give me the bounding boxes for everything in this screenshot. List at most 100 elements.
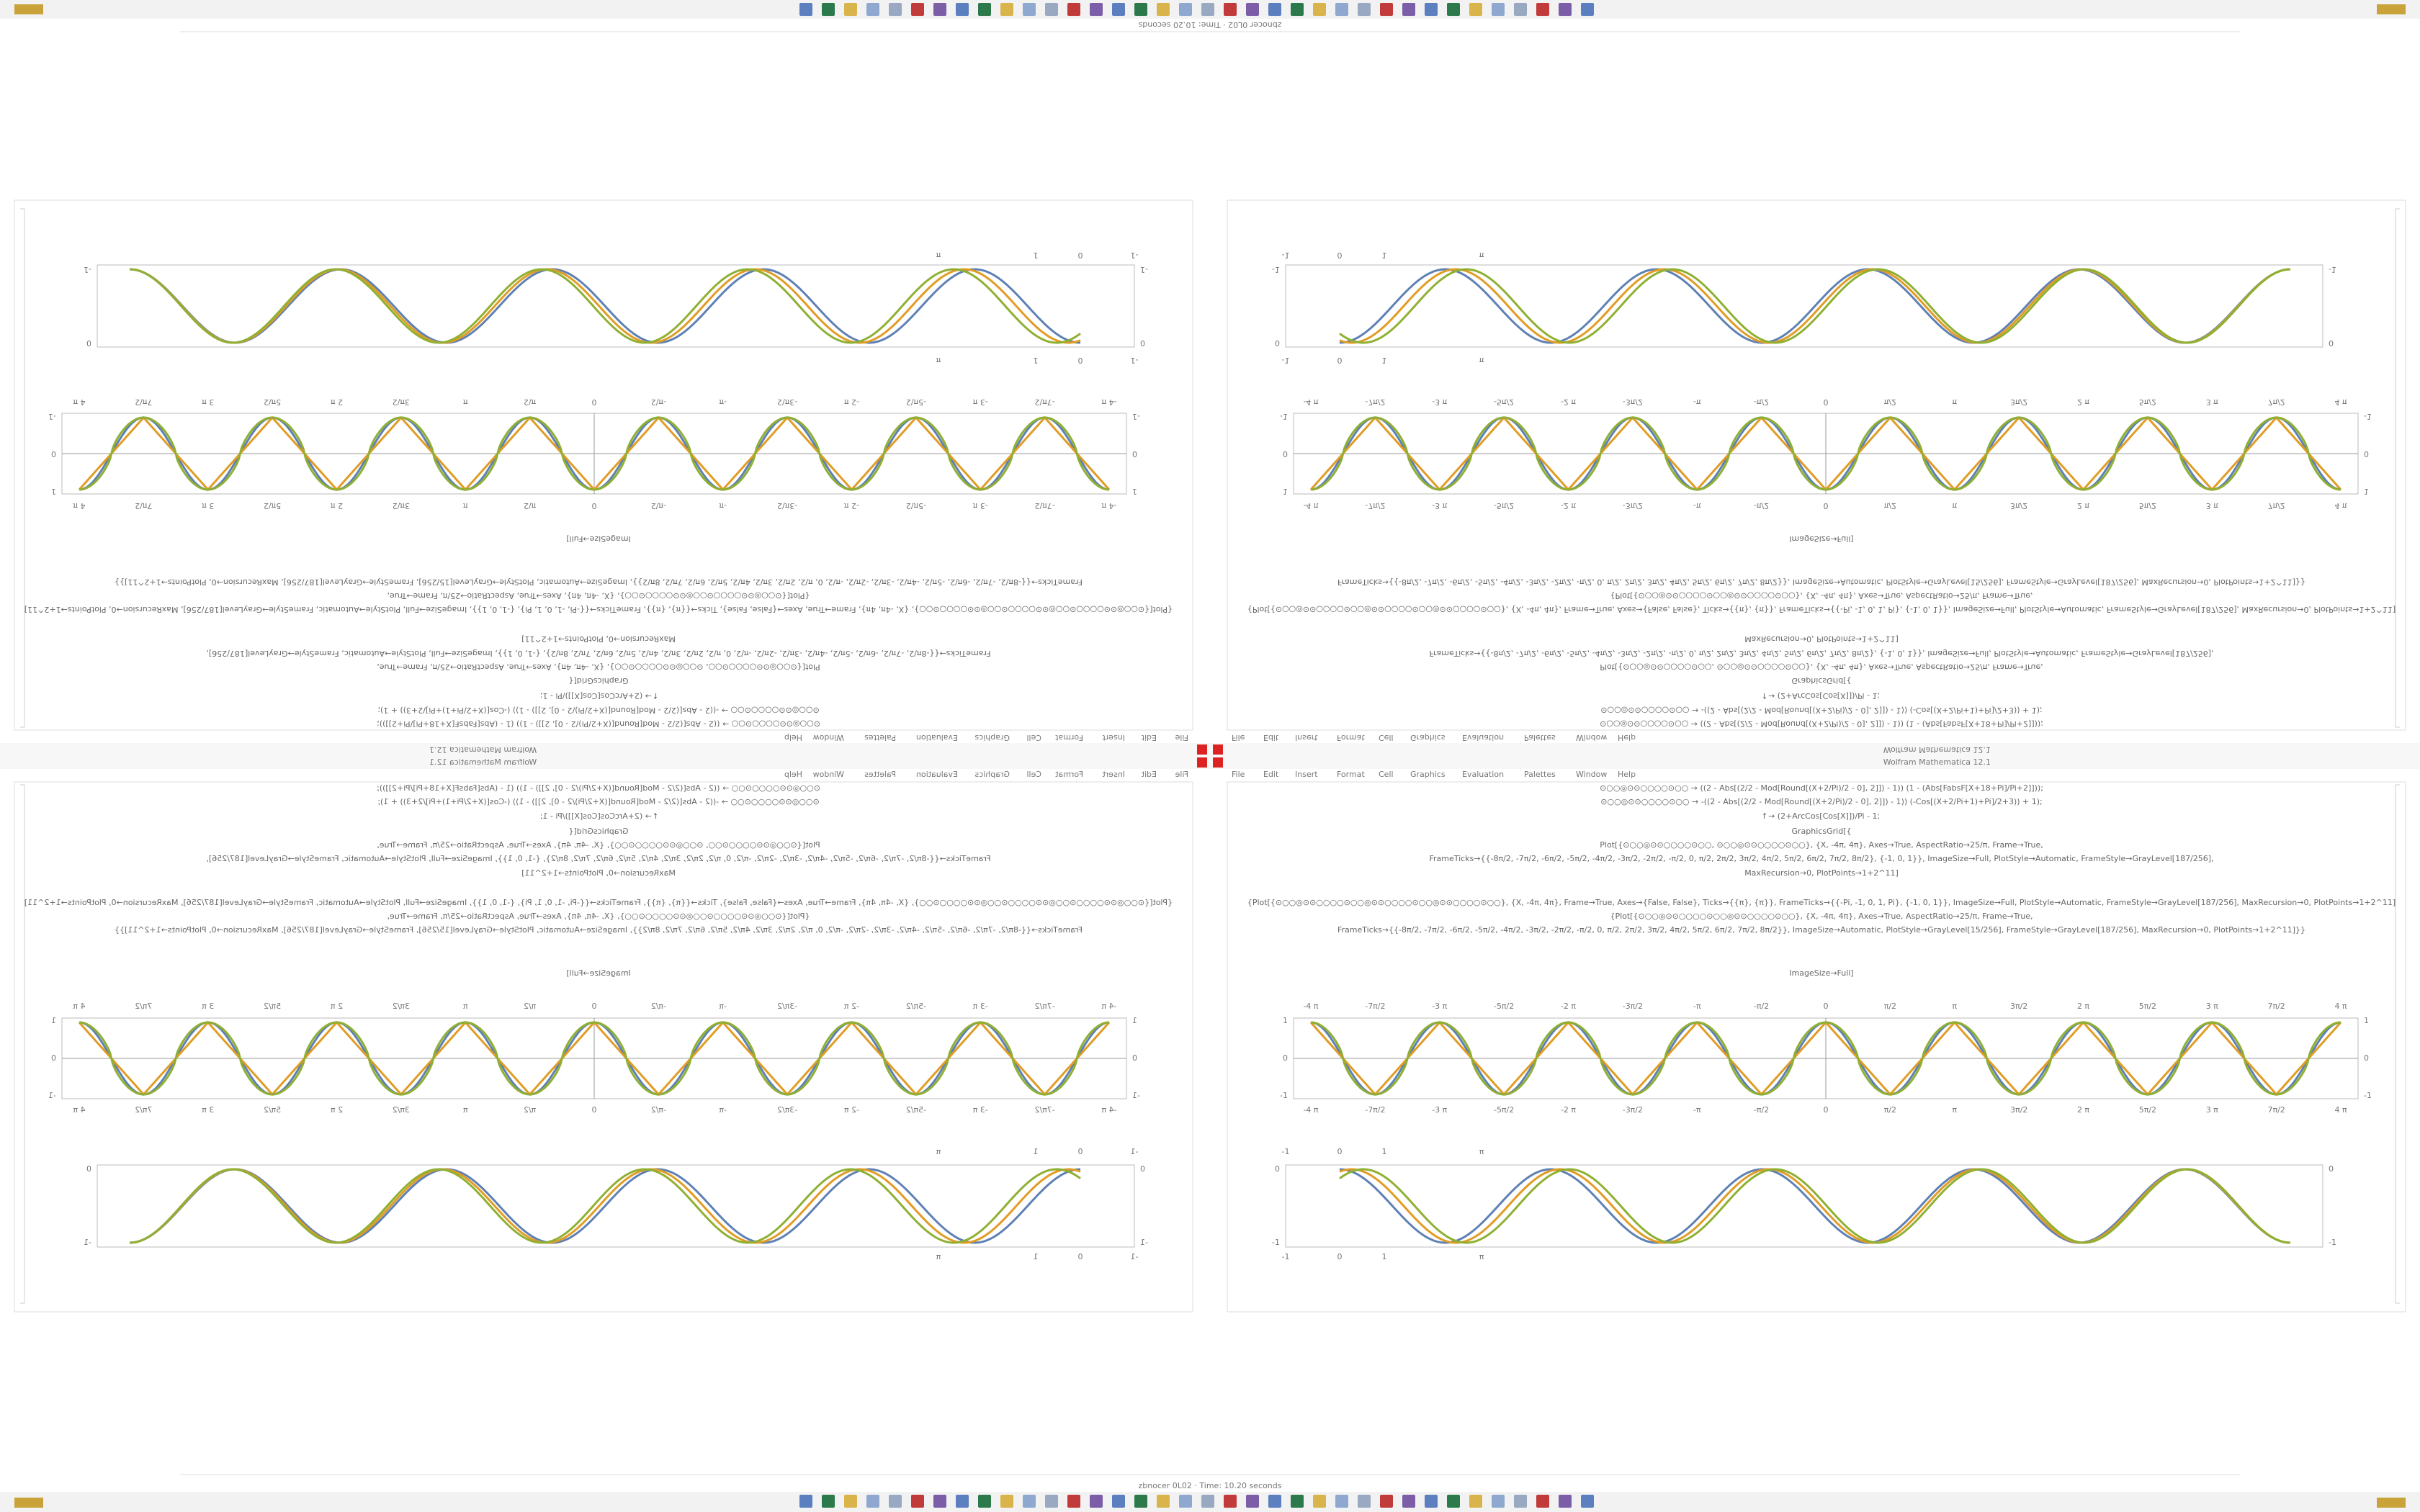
menu-item[interactable]: Format — [1337, 733, 1365, 742]
x-tick-label: π — [936, 1252, 941, 1261]
curve — [1310, 416, 2341, 491]
menu-item[interactable]: File — [1175, 733, 1188, 742]
toolbar-icon — [1224, 1495, 1237, 1508]
menu-item[interactable]: Graphics — [1410, 770, 1446, 779]
x-tick-label: -π — [1693, 501, 1701, 510]
toolbar-icon — [1000, 1495, 1013, 1508]
toolbar-icon — [1380, 3, 1393, 16]
toolbar-icon — [1425, 3, 1438, 16]
toolbar-icon — [799, 1495, 812, 1508]
toolbar-icon — [1201, 1495, 1214, 1508]
toolbar-icon — [956, 3, 969, 16]
code-line: Plot[{⊙○○◎⊙⊙○○○○⊙○○, ⊙○○◎⊙⊙○○○○⊙○○}, {X,… — [377, 840, 820, 850]
curve — [1339, 268, 2291, 344]
x-tick-label: -7π/2 — [1365, 501, 1385, 510]
x-tick-label: 4 π — [2334, 397, 2347, 407]
x-tick-label: 7π/2 — [135, 501, 152, 510]
toolbar-icon — [1224, 3, 1237, 16]
menu-item[interactable]: Window — [813, 733, 844, 742]
menu-item[interactable]: Cell — [1026, 733, 1041, 742]
menu-item[interactable]: Evaluation — [1462, 733, 1504, 742]
x-tick-label: 0 — [592, 1002, 597, 1011]
toolbar-icon — [1536, 3, 1549, 16]
menu-item[interactable]: Edit — [1141, 733, 1157, 742]
code-line: FrameTicks→{{-8π/2, -7π/2, -6π/2, -5π/2,… — [115, 577, 1083, 587]
toolbar-icon — [956, 1495, 969, 1508]
menu-item[interactable]: Help — [784, 770, 802, 779]
y-tick-label: 1 — [1283, 1016, 1288, 1025]
menu-item[interactable]: Format — [1055, 733, 1083, 742]
notebook-panel — [1227, 199, 2406, 731]
code-line: ⊙○○◎⊙⊙○○○○⊙○○ → -((2 - Abs[(2/2 - Mod[Ro… — [1600, 797, 2042, 806]
x-tick-label: 3π/2 — [2010, 1105, 2027, 1115]
menu-item[interactable]: Help — [1618, 733, 1636, 742]
menu-item[interactable]: Palettes — [1524, 733, 1556, 742]
x-tick-label: -2 π — [1561, 1105, 1576, 1115]
x-tick-label: π/2 — [1884, 1105, 1896, 1115]
menu-item[interactable]: Palettes — [864, 770, 896, 779]
menu-item[interactable]: Window — [1576, 733, 1607, 742]
menu-item[interactable]: Format — [1055, 770, 1083, 779]
menu-item[interactable]: Help — [784, 733, 802, 742]
menu-item[interactable]: Insert — [1102, 770, 1125, 779]
code-line: MaxRecursion→0, PlotPoints→1+2^11] — [1744, 634, 1899, 644]
curve — [1339, 268, 2291, 344]
title-bar — [1209, 743, 2420, 756]
x-tick-label: 2 π — [331, 1002, 343, 1011]
menu-item[interactable]: Window — [1576, 770, 1607, 779]
toolbar-icon — [1268, 3, 1281, 16]
app-icon — [1197, 744, 1207, 755]
toolbar-icon — [1559, 3, 1572, 16]
y-tick-label: -1 — [1140, 1238, 1148, 1247]
y-tick-label: 1 — [51, 1016, 56, 1025]
y-tick-label: 0 — [2364, 1053, 2369, 1063]
menu-item[interactable]: Cell — [1379, 770, 1394, 779]
menu-item[interactable]: Window — [813, 770, 844, 779]
menu-item[interactable]: Insert — [1102, 733, 1125, 742]
x-tick-label: -1 — [1131, 356, 1139, 365]
x-tick-label: π — [1479, 251, 1484, 260]
notebook-quadrant: Wolfram Mathematica 12.1 File Edit Insert Fo… — [1209, 199, 2420, 756]
x-tick-label: 0 — [1078, 1147, 1083, 1156]
y-tick-label: 1 — [2364, 1016, 2369, 1025]
x-tick-label: -4 π — [1101, 1105, 1116, 1115]
x-tick-label: -7π/2 — [1365, 1002, 1385, 1011]
x-tick-label: 0 — [1078, 1252, 1083, 1261]
menu-item[interactable]: Evaluation — [916, 733, 958, 742]
menu-item[interactable]: Insert — [1295, 733, 1318, 742]
menu-item[interactable]: Cell — [1379, 733, 1394, 742]
toolbar-icon — [933, 1495, 946, 1508]
code-line: Plot[{⊙○○◎⊙⊙○○○○⊙○○, ⊙○○◎⊙⊙○○○○⊙○○}, {X,… — [377, 662, 820, 672]
menu-item[interactable]: File — [1232, 733, 1245, 742]
toolbar-icon — [911, 3, 924, 16]
y-tick-label: 0 — [51, 449, 56, 459]
code-line: {Plot[{⊙○○◎⊙⊙○○○○⊙○○◎⊙⊙○○○○⊙○○}, {X, -4π… — [1610, 591, 2033, 600]
x-tick-label: -3 π — [972, 1002, 987, 1011]
menu-item[interactable]: Edit — [1141, 770, 1157, 779]
menu-item[interactable]: Evaluation — [916, 770, 958, 779]
code-line: ⊙○○◎⊙⊙○○○○⊙○○ → ((2 - Abs[(2/2 - Mod[Rou… — [377, 783, 820, 793]
y-tick-label: -1 — [2329, 265, 2336, 274]
menu-item[interactable]: Format — [1337, 770, 1365, 779]
x-tick-label: 1 — [1034, 1252, 1039, 1261]
y-tick-label: -1 — [1272, 1238, 1280, 1247]
menu-item[interactable]: Edit — [1263, 733, 1279, 742]
toolbar-icon — [844, 3, 857, 16]
menu-item[interactable]: Cell — [1026, 770, 1041, 779]
menu-item[interactable]: Edit — [1263, 770, 1279, 779]
menu-item[interactable]: Palettes — [864, 733, 896, 742]
menu-item[interactable]: Graphics — [974, 770, 1010, 779]
x-tick-label: 5π/2 — [2139, 1105, 2156, 1115]
menu-item[interactable]: Evaluation — [1462, 770, 1504, 779]
menu-item[interactable]: Palettes — [1524, 770, 1556, 779]
menu-item[interactable]: File — [1175, 770, 1188, 779]
menu-item[interactable]: Insert — [1295, 770, 1318, 779]
menu-item[interactable]: Graphics — [974, 733, 1010, 742]
menu-item[interactable]: Graphics — [1410, 733, 1446, 742]
code-line: {Plot[{⊙○○◎⊙⊙○○○○⊙○○◎⊙⊙○○○○⊙○○}, {X, -4π… — [387, 912, 810, 921]
menu-item[interactable]: Help — [1618, 770, 1636, 779]
x-tick-label: -π/2 — [1754, 1105, 1769, 1115]
x-tick-label: 5π/2 — [2139, 397, 2156, 407]
x-tick-label: 7π/2 — [135, 1002, 152, 1011]
menu-item[interactable]: File — [1232, 770, 1245, 779]
